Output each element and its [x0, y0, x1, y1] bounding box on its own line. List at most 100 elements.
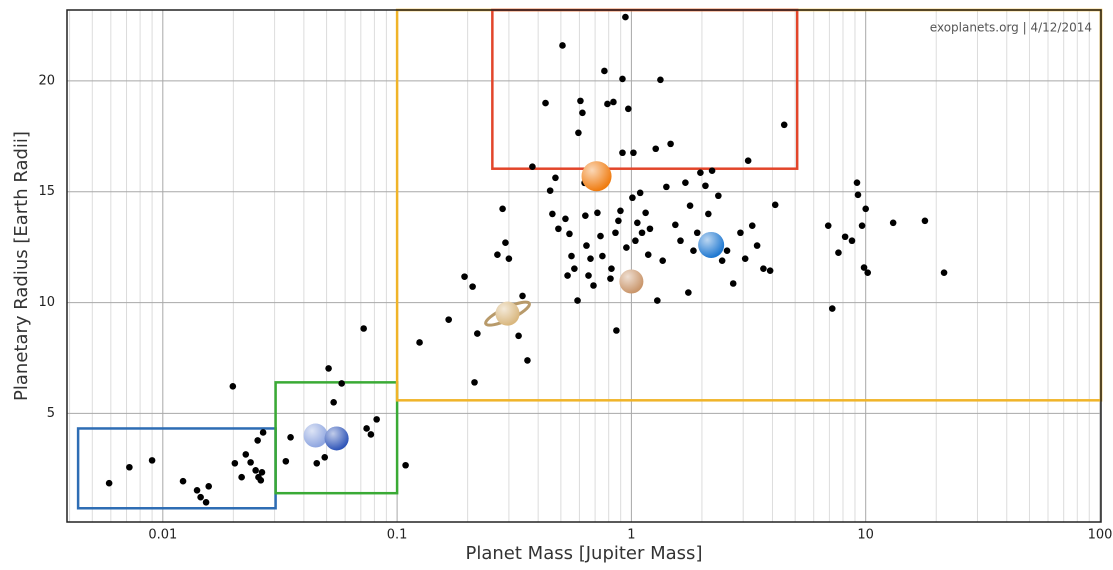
- data-point: [577, 97, 584, 105]
- data-point: [889, 219, 897, 227]
- data-point: [702, 182, 709, 190]
- data-point: [780, 121, 788, 129]
- data-point: [860, 264, 868, 271]
- data-point: [599, 252, 606, 260]
- data-point: [126, 463, 133, 471]
- data-point: [579, 109, 586, 117]
- data-point: [619, 149, 626, 157]
- planet-shine: [581, 161, 612, 192]
- data-point: [753, 242, 761, 249]
- planet-shine: [698, 231, 725, 258]
- data-point: [644, 251, 652, 258]
- region: [395, 8, 1103, 402]
- data-point: [921, 217, 929, 225]
- data-point: [445, 316, 452, 323]
- region: [274, 381, 399, 495]
- data-point: [566, 230, 573, 238]
- data-point: [321, 453, 329, 461]
- data-point: [202, 498, 210, 506]
- data-point: [657, 76, 664, 84]
- y-tick-label: 20: [38, 73, 55, 88]
- data-point: [499, 205, 506, 213]
- data-point: [848, 237, 856, 245]
- data-point: [604, 100, 611, 108]
- data-point: [559, 42, 566, 49]
- data-point: [585, 272, 592, 279]
- y-axis-label: Planetary Radius [Earth Radii]: [11, 131, 32, 401]
- data-point: [617, 207, 624, 215]
- data-point: [546, 187, 554, 194]
- data-point: [471, 379, 478, 386]
- data-point: [105, 479, 113, 487]
- data-point: [667, 140, 674, 148]
- data-point: [575, 129, 582, 137]
- data-point: [672, 221, 679, 229]
- data-point: [338, 380, 345, 387]
- data-point: [835, 249, 842, 257]
- data-point: [367, 431, 375, 438]
- data-point: [469, 283, 476, 290]
- planet-shine: [303, 423, 328, 448]
- data-point: [571, 265, 578, 272]
- data-point: [646, 225, 654, 233]
- grid: [67, 10, 1101, 522]
- data-point: [708, 167, 716, 174]
- data-point: [193, 487, 201, 494]
- data-point: [238, 473, 245, 481]
- data-point: [461, 273, 468, 280]
- data-point: [505, 255, 513, 262]
- data-point: [529, 163, 536, 171]
- data-point: [148, 457, 156, 464]
- data-point: [597, 232, 604, 240]
- data-point: [630, 149, 637, 157]
- data-point: [622, 13, 629, 21]
- data-point: [594, 209, 601, 217]
- plot-frame: [66, 9, 1102, 523]
- data-point: [864, 269, 872, 276]
- x-tick-label: 100: [1088, 528, 1113, 543]
- data-point: [862, 205, 869, 213]
- data-point: [652, 145, 660, 153]
- data-point: [494, 251, 501, 258]
- data-point: [729, 280, 737, 287]
- data-point: [574, 297, 581, 304]
- data-point: [515, 332, 522, 340]
- data-point: [625, 105, 632, 113]
- data-point: [416, 339, 423, 346]
- data-point: [642, 209, 649, 217]
- data-point: [590, 282, 597, 289]
- data-point: [519, 292, 526, 300]
- data-point: [313, 459, 321, 467]
- data-point: [502, 239, 509, 247]
- data-point: [629, 194, 636, 202]
- data-point: [854, 191, 862, 199]
- data-point: [828, 305, 836, 312]
- data-point: [549, 210, 556, 218]
- data-point: [608, 265, 615, 272]
- data-point: [229, 383, 237, 390]
- data-point: [555, 225, 562, 233]
- data-point: [715, 192, 722, 200]
- data-point: [940, 269, 948, 276]
- data-point: [552, 174, 559, 182]
- data-point: [686, 202, 694, 210]
- data-point: [257, 477, 265, 484]
- data-point: [607, 275, 614, 282]
- data-point: [766, 267, 774, 274]
- data-point: [179, 477, 187, 485]
- data-point: [583, 242, 590, 249]
- x-tick-label: 0.01: [148, 528, 177, 543]
- data-point: [632, 237, 639, 245]
- data-point: [723, 247, 731, 255]
- data-point: [685, 289, 692, 296]
- data-point: [474, 330, 481, 337]
- data-point: [242, 451, 250, 458]
- data-point: [587, 255, 594, 262]
- data-point: [690, 247, 697, 255]
- data-point: [858, 222, 866, 229]
- watermark: exoplanets.org | 4/12/2014: [930, 21, 1092, 35]
- data-point: [638, 229, 646, 237]
- x-tick-label: 1: [627, 528, 635, 543]
- planet-shine: [495, 301, 520, 326]
- data-point: [663, 183, 670, 191]
